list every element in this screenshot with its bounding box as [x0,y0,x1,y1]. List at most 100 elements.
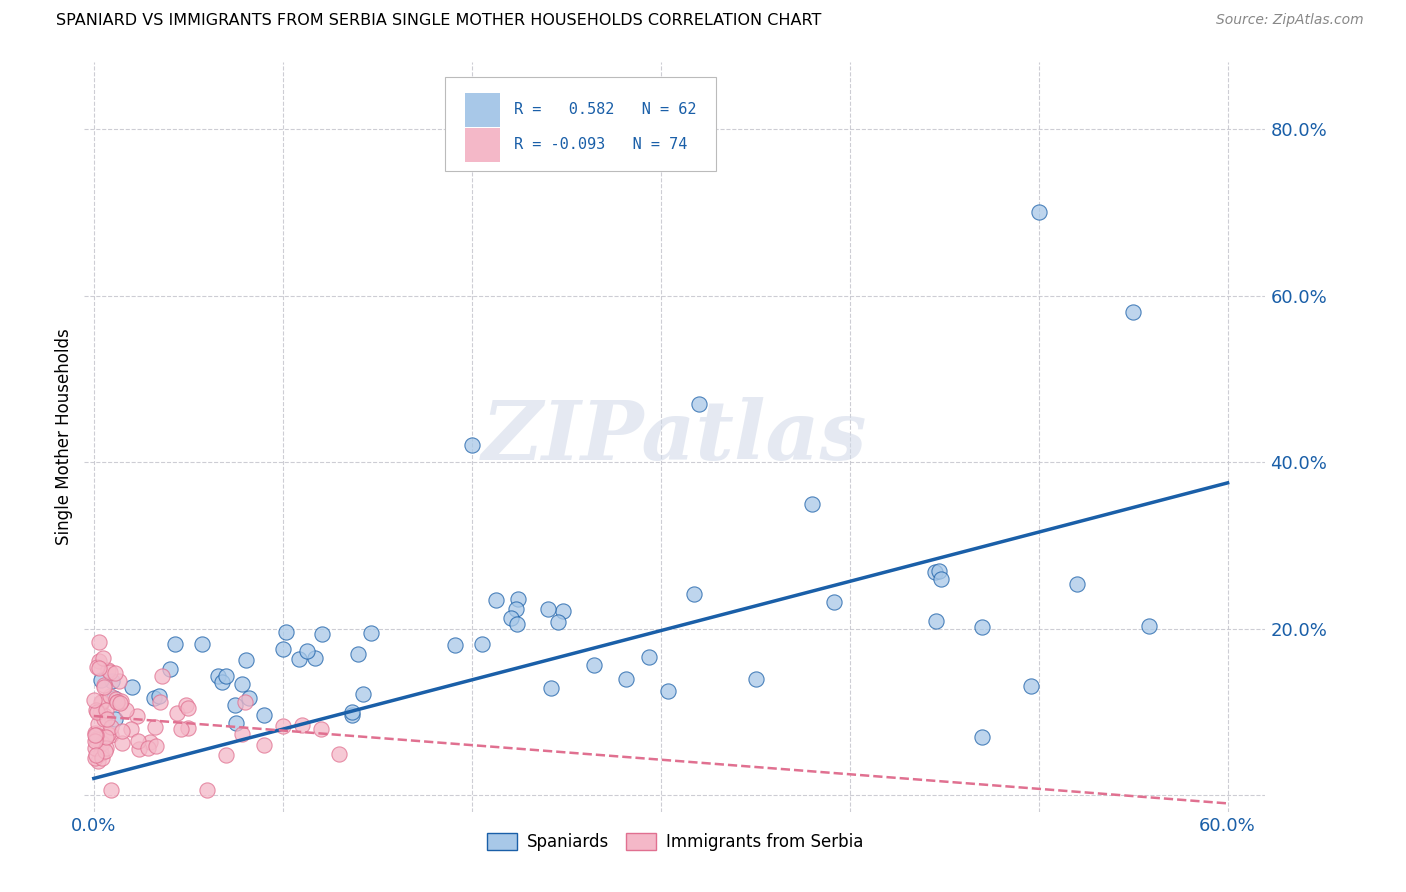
Point [145,739,167,753]
Point [1028,205,1050,219]
Point [100,728,122,742]
Point [83,740,105,755]
Point [84,733,107,747]
Point [253,738,276,752]
Point [100,782,122,797]
Point [87,660,110,674]
Point [91,695,114,709]
Point [120,722,142,736]
Point [271,719,294,733]
Point [657,683,679,698]
Point [231,676,253,690]
Point [207,669,229,683]
Point [540,681,562,695]
Point [101,674,124,689]
Point [215,748,238,763]
Point [929,572,952,586]
Point [177,700,200,714]
Point [547,615,569,629]
Point [89,706,111,720]
Point [100,720,122,734]
Point [745,672,768,686]
Point [1137,619,1160,633]
Point [170,722,193,736]
Point [800,497,823,511]
Point [90,673,112,687]
Point [309,722,332,736]
Point [360,626,382,640]
Point [311,627,333,641]
Point [924,615,946,629]
Point [86,732,108,747]
Point [195,783,218,797]
Point [461,438,484,452]
Point [86,660,108,674]
Point [115,703,138,717]
Point [443,638,465,652]
Bar [464,128,501,161]
Point [87,754,110,768]
Point [346,648,368,662]
Point [93,713,115,727]
Point [83,728,105,742]
Point [506,616,529,631]
Point [638,649,661,664]
Point [295,644,318,658]
Point [128,742,150,756]
Point [924,565,946,579]
Point [139,735,162,749]
Text: SPANIARD VS IMMIGRANTS FROM SERBIA SINGLE MOTHER HOUSEHOLDS CORRELATION CHART: SPANIARD VS IMMIGRANTS FROM SERBIA SINGL… [56,13,821,29]
Point [165,637,187,651]
Point [90,695,112,709]
Point [537,602,560,616]
Point [304,650,326,665]
Point [127,733,149,747]
Point [108,696,131,710]
Point [505,601,527,615]
Point [111,723,134,738]
Point [83,693,105,707]
Y-axis label: Single Mother Households: Single Mother Households [55,329,73,545]
Point [340,708,363,723]
Point [107,673,129,688]
Point [174,698,197,712]
Point [1122,305,1144,319]
Point [98,665,121,680]
Point [291,717,314,731]
Text: R =   0.582   N = 62: R = 0.582 N = 62 [515,103,697,117]
Text: Source: ZipAtlas.com: Source: ZipAtlas.com [1216,13,1364,28]
Point [90,750,112,764]
Point [231,727,253,741]
Point [215,669,238,683]
Point [98,690,121,704]
Point [688,397,710,411]
Point [233,695,256,709]
Point [253,707,276,722]
Point [159,662,181,676]
Point [506,592,529,607]
Point [166,706,188,721]
Point [93,680,115,694]
Point [614,672,637,686]
Point [149,695,172,709]
Point [176,721,198,735]
Point [84,726,107,740]
Point [225,716,247,731]
Point [823,595,845,609]
Text: R = -0.093   N = 74: R = -0.093 N = 74 [515,137,688,153]
Point [89,655,111,669]
Point [224,698,246,712]
Point [86,705,108,719]
Point [104,712,127,726]
Point [143,720,166,734]
Point [1066,576,1088,591]
Point [96,713,118,727]
Point [104,691,127,706]
Point [94,744,117,758]
Text: ZIPatlas: ZIPatlas [482,397,868,477]
Point [238,691,260,706]
Point [86,703,108,717]
Point [136,740,159,755]
Point [276,625,298,640]
Point [91,735,114,749]
